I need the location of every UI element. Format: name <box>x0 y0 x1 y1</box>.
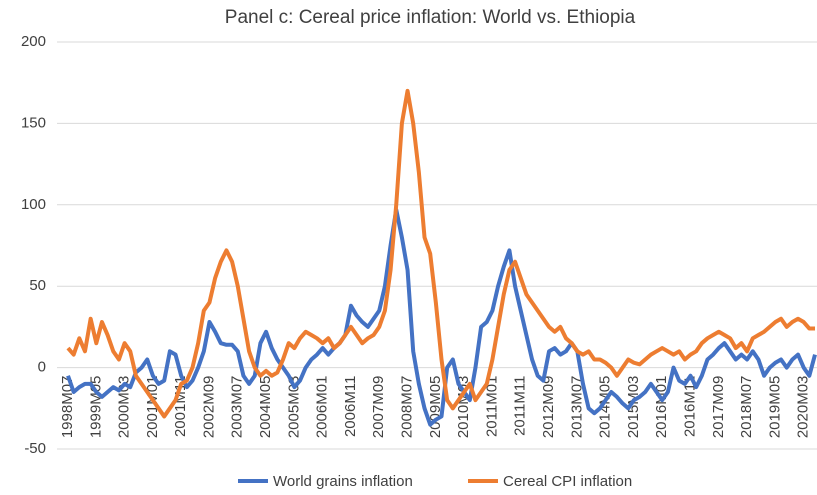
y-tick-label: 200 <box>21 33 46 50</box>
x-tick-label: 2012M09 <box>540 376 557 439</box>
y-tick-label: 0 <box>38 359 46 376</box>
x-tick-label: 2020M03 <box>795 376 812 439</box>
x-tick-label: 2013M07 <box>568 376 585 439</box>
x-tick-label: 2002M09 <box>200 376 217 439</box>
x-tick-label: 2006M01 <box>314 376 331 439</box>
x-tick-label: 2014M05 <box>597 376 614 439</box>
x-tick-label: 2010M03 <box>455 376 472 439</box>
x-tick-label: 2019M05 <box>766 376 783 439</box>
x-tick-label: 2007M09 <box>370 376 387 439</box>
x-tick-label: 2003M07 <box>229 376 246 439</box>
x-tick-label: 2005M03 <box>285 376 302 439</box>
x-tick-label: 2016M11 <box>681 376 698 437</box>
x-tick-label: 2018M07 <box>738 376 755 439</box>
x-tick-label: 2017M09 <box>710 376 727 439</box>
x-tick-label: 1999M05 <box>87 376 104 439</box>
y-tick-label: -50 <box>24 440 46 457</box>
y-tick-label: 100 <box>21 196 46 213</box>
x-tick-label: 1998M07 <box>59 376 76 439</box>
x-tick-label: 2001M11 <box>172 376 189 437</box>
legend-label: World grains inflation <box>273 473 413 490</box>
x-tick-label: 2015M03 <box>625 376 642 439</box>
x-tick-label: 2008M07 <box>399 376 416 439</box>
x-tick-label: 2011M01 <box>483 376 500 437</box>
x-tick-label: 2011M11 <box>512 376 529 436</box>
chart-title: Panel c: Cereal price inflation: World v… <box>225 7 636 28</box>
series-line <box>66 88 815 419</box>
y-tick-label: 50 <box>29 277 46 294</box>
series-line <box>66 207 817 427</box>
x-tick-label: 2004M05 <box>257 376 274 439</box>
y-tick-label: 150 <box>21 114 46 131</box>
legend-label: Cereal CPI inflation <box>503 473 632 490</box>
x-tick-label: 2006M11 <box>342 376 359 437</box>
